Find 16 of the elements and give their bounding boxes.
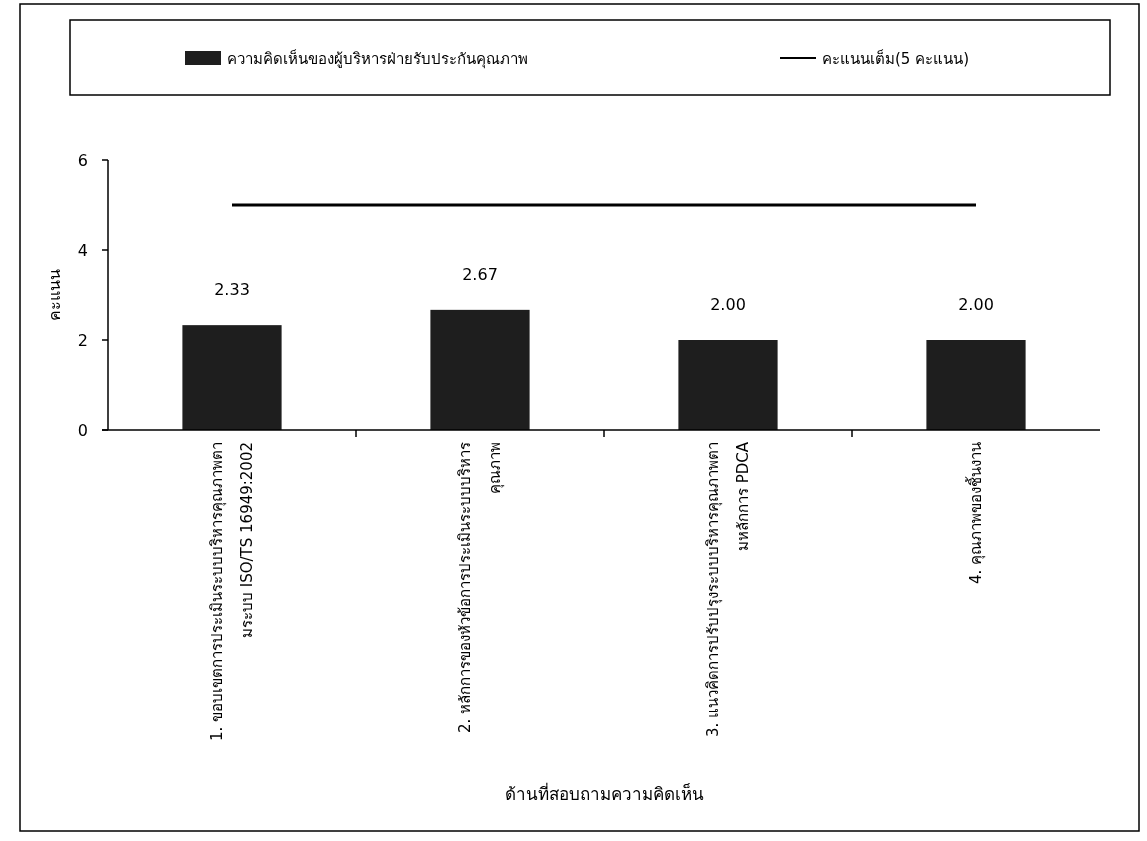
y-tick-label: 0 xyxy=(77,421,88,440)
legend-label: ความคิดเห็นของผู้บริหารฝ่ายรับประกันคุณภาพ xyxy=(227,49,528,69)
x-tick-label: 2. หลักการของหัวข้อการประเมินระบบบริหารคุณภาพ xyxy=(456,442,505,734)
data-label: 2.33 xyxy=(214,280,250,300)
data-label: 2.67 xyxy=(462,264,498,284)
y-tick-label: 6 xyxy=(77,151,88,170)
legend-label: คะแนนเต็ม(5 คะแนน) xyxy=(822,49,970,68)
y-axis-title: คะแนน xyxy=(45,269,64,321)
data-label: 2.00 xyxy=(958,295,994,314)
y-tick-label: 4 xyxy=(77,241,88,260)
x-tick-label: 4. คุณภาพของชิ้นงาน xyxy=(965,442,986,585)
x-axis-title: ด้านที่สอบถามความคิดเห็น xyxy=(504,782,704,804)
y-tick-label: 2 xyxy=(77,331,88,350)
x-tick-label: 3. แนวคิดการปรับปรุงระบบบริหารคุณภาพตามหลักการ PDCA xyxy=(704,441,752,738)
data-label: 2.00 xyxy=(710,295,746,314)
x-tick-label: 1. ขอบเขตการประเมินระบบบริหารคุณภาพตามระบบ ISO/TS 16949:2002 xyxy=(208,442,256,742)
